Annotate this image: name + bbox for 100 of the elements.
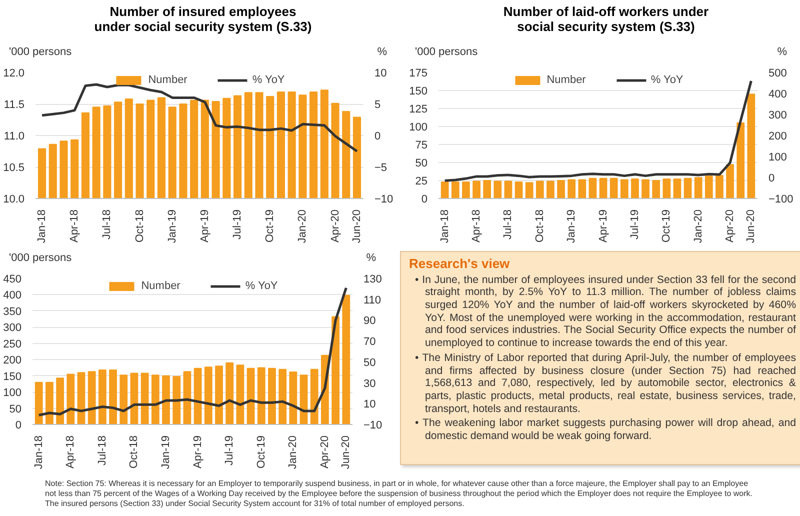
y-tick-label: 10.0 [3, 194, 25, 206]
y2-axis-title: % [777, 45, 787, 60]
x-tick-label: Apr-19 [597, 209, 610, 243]
y2-tick-label: 5 [374, 99, 381, 111]
legend-label: Number [148, 74, 188, 86]
bar [536, 180, 544, 198]
x-tick-label: Jan-18 [36, 209, 48, 244]
y2-tick-label: −100 [768, 194, 794, 206]
bar [268, 368, 276, 424]
line-series [40, 83, 358, 152]
x-tick-label: Oct-18 [534, 209, 546, 243]
bar [98, 369, 106, 424]
x-tick-label: Jul-19 [232, 209, 244, 240]
text: The insured persons (Section 33) under Social Security System account for 31% of total number of employed persons. [45, 499, 464, 508]
y2-tick-label: 90 [364, 315, 376, 328]
x-tick-label: Apr-18 [470, 209, 483, 243]
bar [109, 369, 117, 424]
y-tick-label: 200 [3, 354, 22, 367]
y-tick-label: 400 [3, 290, 22, 302]
bar [578, 179, 586, 198]
y-tick-label: 50 [415, 158, 428, 170]
y-tick-label: 250 [3, 338, 22, 350]
legend-label: Number [141, 280, 180, 292]
bar [514, 181, 523, 198]
bar [215, 366, 223, 424]
legend-label: Number [546, 74, 586, 86]
bar [557, 180, 565, 198]
bar [300, 374, 308, 424]
bar [88, 371, 96, 424]
bar [56, 378, 64, 424]
x-tick-label: Jan-20 [287, 435, 300, 470]
bar [662, 178, 671, 198]
bar [162, 375, 170, 424]
y-tick-label: 25 [415, 176, 428, 188]
bar [462, 181, 470, 198]
y2-tick-label: 50 [364, 356, 376, 369]
y-tick-label: 12.0 [3, 68, 25, 80]
y-tick-label: 450 [3, 274, 22, 286]
y2-tick-label: 500 [768, 68, 787, 80]
y-tick-label: 125 [409, 104, 428, 116]
y2-axis-title: % [377, 45, 387, 60]
x-tick-label: Jan-19 [160, 435, 172, 470]
bar [620, 179, 628, 198]
bar [599, 178, 608, 198]
y2-tick-label: 400 [768, 88, 787, 100]
bar [204, 366, 212, 424]
bar [440, 181, 449, 198]
text: • In June, the number of employees insured under Section 33 fell for the second straight month, by 2.5% YoY to 11.3 million. The number of jobless claims surged 120% YoY and the number of laid-off workers skyrocketed by 460% YoY. Most of the unemployed were working in the accommodation, restaurant and food services industries. The Social Security Office expects the number of unemployed to continue to increase towards the end of this year. [415, 274, 796, 350]
x-tick-label: Jan-18 [438, 209, 451, 244]
y2-tick-label: 10 [364, 398, 376, 411]
x-tick-label: Apr-20 [318, 435, 331, 469]
x-tick-label: Apr-19 [198, 209, 211, 243]
bar [246, 368, 255, 424]
x-tick-label: Oct-18 [128, 435, 140, 469]
legend-label: % YoY [245, 280, 278, 292]
x-tick-label: Jun-20 [340, 435, 352, 470]
y-axis-title: '000 persons [9, 251, 72, 266]
y2-tick-label: 100 [768, 152, 787, 164]
bar [504, 180, 512, 198]
x-tick-label: Oct-19 [255, 435, 268, 469]
y-axis-title: '000 persons [415, 45, 478, 60]
text: • The weakening labor market suggests purchasing power will drop ahead, and domestic demand would be weak going forward. [415, 417, 796, 443]
x-tick-label: Apr-20 [724, 209, 736, 243]
bar [183, 371, 192, 424]
chart-title: Number of laid-off workers under social security system (S.33) [503, 4, 709, 35]
bar [588, 178, 597, 198]
bar [736, 122, 745, 198]
y-tick-label: 0 [15, 420, 22, 432]
bar [226, 362, 234, 424]
x-tick-label: Jul-18 [96, 435, 108, 466]
bar [483, 180, 492, 198]
x-tick-label: Jul-19 [224, 435, 236, 466]
bar [236, 364, 244, 424]
text: • The Ministry of Labor reported that during April-July, the number of employees and firms affected by business closure (under Section 75) had reached 1,568,613 and 7,080, respectively, led by automobile sector, electronics & parts, plastic products, metal products, real estate, business services, trade, transport, hotels and restaurants. [415, 352, 796, 416]
x-tick-label: Oct-19 [264, 209, 276, 243]
legend-label: % YoY [650, 74, 684, 86]
text: Research's view [409, 256, 511, 272]
x-tick-label: Apr-19 [192, 435, 204, 469]
x-tick-label: Jan-19 [166, 209, 178, 244]
bar [494, 180, 502, 198]
bar [610, 178, 618, 198]
bar [747, 94, 756, 198]
x-tick-label: Jun-20 [350, 209, 363, 244]
bar [140, 372, 149, 424]
bar [194, 368, 202, 424]
y-tick-label: 75 [415, 140, 428, 152]
bar [525, 182, 534, 198]
y-tick-label: 10.5 [3, 162, 25, 174]
bar [151, 374, 160, 424]
bar [642, 179, 650, 198]
x-tick-label: Oct-18 [134, 209, 146, 243]
bar [172, 376, 181, 424]
legend-label: % YoY [252, 74, 285, 86]
bar [568, 179, 576, 198]
bar [332, 316, 340, 424]
x-tick-label: Jan-20 [296, 209, 309, 244]
bar [257, 367, 266, 424]
bar [66, 374, 75, 424]
x-tick-label: Jul-19 [628, 209, 641, 240]
y-tick-label: 11.5 [4, 99, 24, 111]
